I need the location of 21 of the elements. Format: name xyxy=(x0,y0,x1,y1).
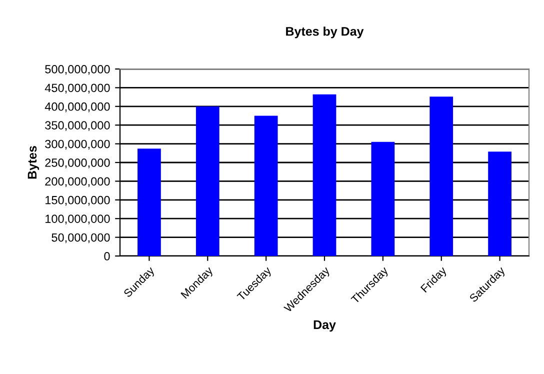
y-tick-label: 300,000,000 xyxy=(45,140,110,150)
bar xyxy=(312,94,336,256)
y-tick-label: 0 xyxy=(104,252,110,260)
bar xyxy=(138,148,161,256)
bar xyxy=(430,96,454,256)
y-axis-title: Bytes xyxy=(28,146,40,179)
bar xyxy=(488,152,512,256)
y-tick-label: 250,000,000 xyxy=(45,158,110,168)
x-axis-title: Day xyxy=(314,320,336,332)
y-tick-label: 200,000,000 xyxy=(45,177,110,187)
bar xyxy=(196,106,220,256)
chart-title: Bytes by Day xyxy=(286,26,364,38)
y-tick-label: 350,000,000 xyxy=(45,121,110,131)
y-tick-label: 100,000,000 xyxy=(46,214,110,224)
y-tick-label: 500,000,000 xyxy=(45,65,110,75)
y-tick-label: 400,000,000 xyxy=(44,102,110,112)
y-tick-label: 50,000,000 xyxy=(52,233,110,244)
bar xyxy=(371,142,395,256)
bar xyxy=(254,116,278,256)
y-tick-label: 450,000,000 xyxy=(44,84,110,94)
y-tick-label: 150,000,000 xyxy=(46,196,110,206)
